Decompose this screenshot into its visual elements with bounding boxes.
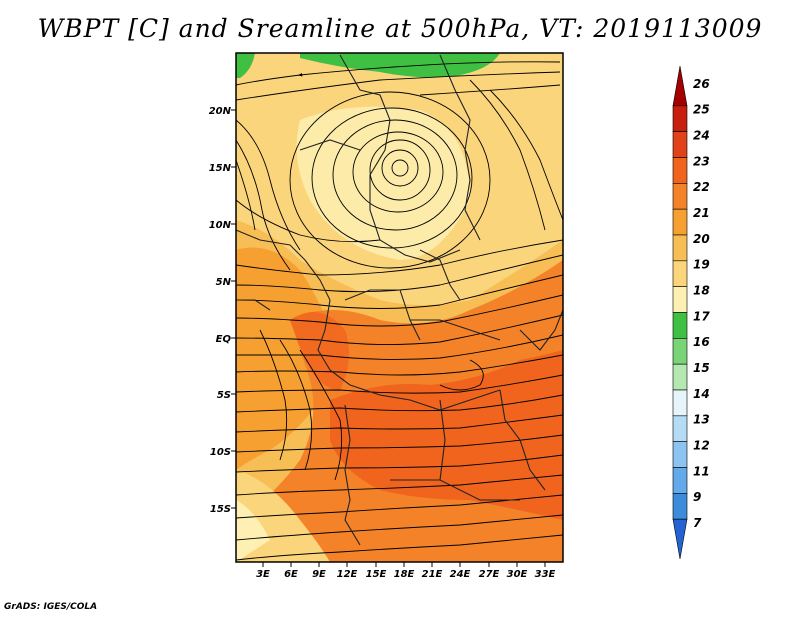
lat-label: 5N (216, 277, 232, 288)
lon-label: 33E (535, 569, 556, 580)
country-borders (236, 54, 563, 546)
colorbar-label: 23 (693, 154, 710, 168)
chart-title: WBPT [C] and Sreamline at 500hPa, VT: 20… (37, 14, 763, 43)
colorbar-label: 19 (693, 258, 710, 272)
colorbar-label: 14 (693, 387, 710, 401)
colorbar-swatch (672, 518, 688, 560)
colorbar-label: 21 (693, 206, 710, 220)
colorbar-label: 20 (693, 232, 710, 246)
colorbar: 26 25 24 23 22 21 20 19 18 17 16 15 14 13 12 11 9 7 (672, 65, 710, 560)
lat-label: 15N (209, 163, 232, 174)
colorbar-label: 22 (693, 180, 710, 194)
colorbar-swatch (672, 312, 688, 339)
colorbar-swatch (672, 338, 688, 365)
colorbar-label: 11 (693, 464, 710, 478)
colorbar-swatch (672, 157, 688, 184)
lon-label: 30E (507, 569, 528, 580)
lat-label: EQ (216, 334, 232, 345)
colorbar-label: 13 (693, 413, 710, 427)
colorbar-swatch (672, 105, 688, 132)
latitude-axis: 20N 15N 10N 5N EQ 5S 10S 15S (209, 106, 236, 515)
colorbar-swatch (672, 208, 688, 236)
lat-label: 10S (210, 447, 231, 458)
lat-label: 5S (217, 390, 231, 401)
colorbar-swatch (672, 65, 688, 107)
colorbar-swatch (672, 234, 688, 262)
footer-credit: GrADS: IGES/COLA (4, 602, 98, 612)
colorbar-swatch (672, 363, 688, 391)
colorbar-swatch (672, 260, 688, 287)
colorbar-label: 18 (693, 284, 710, 298)
colorbar-label: 7 (693, 516, 702, 530)
colorbar-swatch (672, 183, 688, 210)
colorbar-label: 24 (693, 129, 710, 143)
lat-label: 20N (209, 106, 232, 117)
lon-label: 9E (312, 569, 326, 580)
colorbar-label: 12 (693, 439, 710, 453)
lon-label: 3E (256, 569, 270, 580)
colorbar-label: 16 (693, 335, 710, 349)
lat-label: 10N (209, 220, 232, 231)
colorbar-label: 26 (693, 77, 710, 91)
colorbar-swatch (672, 493, 688, 520)
map-frame (235, 52, 564, 563)
longitude-axis: 3E 6E 9E 12E 15E 18E 21E 24E 27E 30E 33E (256, 562, 556, 580)
colorbar-swatch (672, 131, 688, 158)
colorbar-label: 25 (693, 103, 710, 117)
colorbar-swatch (672, 441, 688, 468)
colorbar-swatch (672, 286, 688, 313)
streamlines (236, 61, 563, 561)
lon-label: 15E (366, 569, 387, 580)
lon-label: 12E (337, 569, 358, 580)
colorbar-swatch (672, 415, 688, 442)
colorbar-label: 9 (693, 490, 701, 504)
lon-label: 18E (394, 569, 415, 580)
lon-label: 24E (450, 569, 471, 580)
colorbar-swatch (672, 467, 688, 494)
colorbar-label: 17 (693, 309, 710, 323)
lat-label: 15S (210, 504, 231, 515)
wbpt-field (236, 53, 563, 562)
lon-label: 27E (479, 569, 500, 580)
lon-label: 6E (284, 569, 298, 580)
lon-label: 21E (422, 569, 443, 580)
colorbar-swatch (672, 389, 688, 417)
colorbar-label: 15 (693, 361, 710, 375)
